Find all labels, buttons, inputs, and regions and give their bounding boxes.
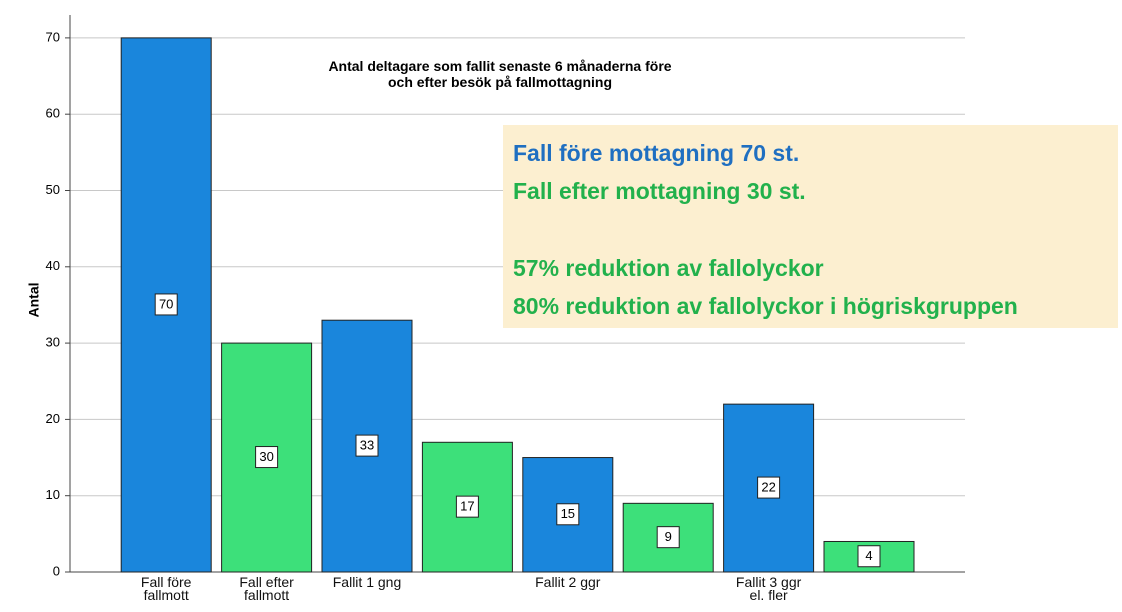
x-tick-label: Fallit 2 ggr	[535, 574, 601, 590]
x-tick-label: Fall efter fallmott	[239, 574, 294, 603]
x-tick-label: Fallit 3 ggr el. fler	[735, 574, 802, 603]
value-label-box	[154, 293, 178, 316]
value-label: 30	[259, 449, 273, 464]
value-label-box	[656, 526, 680, 549]
y-tick-label: 10	[46, 487, 60, 502]
y-tick-label: 20	[46, 411, 60, 426]
annotation-box: Fall före mottagning 70 st. Fall efter mo…	[503, 125, 1118, 328]
value-label: 15	[561, 506, 575, 521]
annotation: Fall före mottagning 70 st.	[513, 140, 800, 166]
title-line: Antal deltagare som fallit senaste 6 mån…	[328, 58, 672, 74]
value-label: 9	[665, 529, 672, 544]
value-label-box	[455, 495, 479, 518]
annotation: 80% reduktion av fallolyckor i högriskgr…	[513, 293, 1018, 319]
x-tick-label: Fall före fallmott	[140, 574, 192, 603]
y-tick-label: 40	[46, 258, 60, 273]
value-label: 33	[360, 438, 374, 453]
y-tick-label: 50	[46, 182, 60, 197]
y-tick-label: 70	[46, 29, 60, 44]
value-label: 4	[865, 548, 872, 563]
value-label: 70	[159, 296, 173, 311]
annotation: 57% reduktion av fallolyckor	[513, 255, 824, 281]
y-tick-label: 30	[46, 335, 60, 350]
value-label-box	[556, 503, 580, 526]
x-tick-label: Fallit 1 gng	[332, 574, 402, 590]
value-label: 17	[460, 499, 474, 514]
value-label-box	[355, 434, 379, 457]
value-label: 22	[761, 480, 775, 495]
chart-title: Antal deltagare som fallit senaste 6 mån…	[250, 58, 750, 90]
y-tick-label: 0	[53, 563, 60, 578]
value-label-box	[857, 545, 881, 568]
value-label-box	[255, 446, 279, 469]
title-line: och efter besök på fallmottagning	[387, 74, 613, 90]
y-axis-label: Antal	[26, 283, 42, 318]
value-label-box	[757, 476, 781, 499]
annotation: Fall efter mottagning 30 st.	[513, 178, 806, 204]
y-tick-label: 60	[46, 106, 60, 121]
